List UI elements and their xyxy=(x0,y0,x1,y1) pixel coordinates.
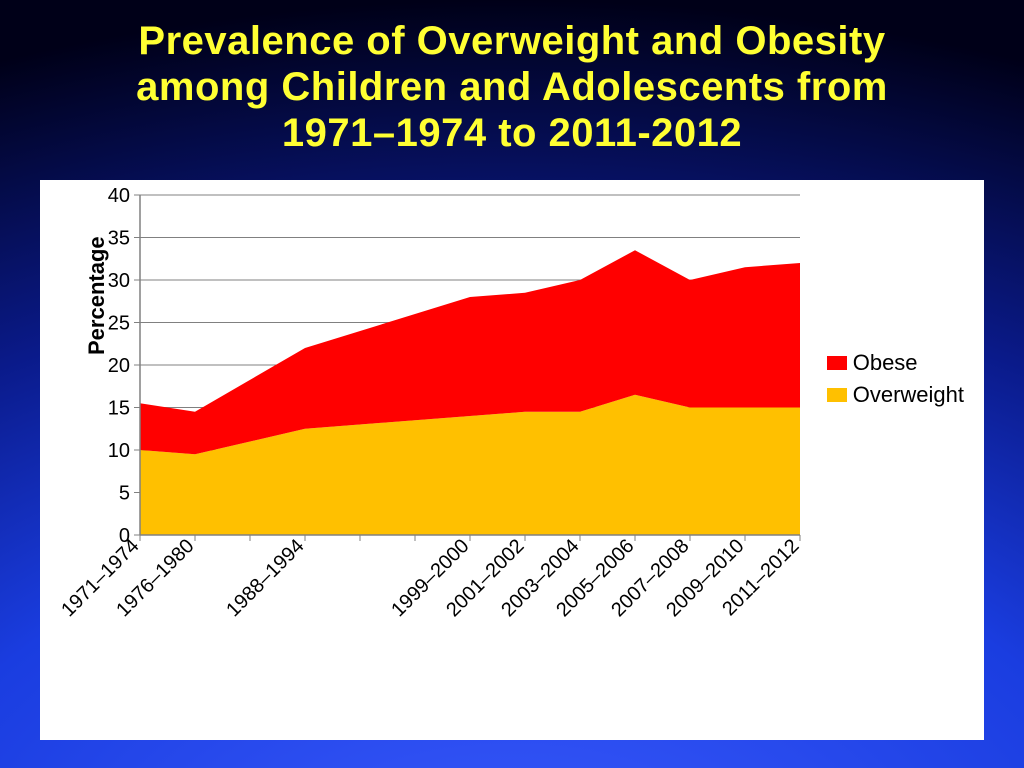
title-line-2: among Children and Adolescents from xyxy=(30,64,994,110)
svg-text:35: 35 xyxy=(108,228,130,250)
svg-text:15: 15 xyxy=(108,398,130,420)
title-line-3: 1971–1974 to 2011-2012 xyxy=(30,110,994,156)
legend-item-obese: Obese xyxy=(827,350,964,376)
y-axis-label: Percentage xyxy=(84,236,110,355)
legend-swatch-obese xyxy=(827,356,847,370)
legend-swatch-overweight xyxy=(827,388,847,402)
legend: Obese Overweight xyxy=(827,350,964,414)
svg-text:25: 25 xyxy=(108,313,130,335)
legend-label-overweight: Overweight xyxy=(853,382,964,408)
svg-text:10: 10 xyxy=(108,440,130,462)
svg-text:5: 5 xyxy=(119,483,130,505)
chart-panel: 05101520253035401971–19741976–19801988–1… xyxy=(40,180,984,740)
slide: Prevalence of Overweight and Obesity amo… xyxy=(0,0,1024,768)
area-chart: 05101520253035401971–19741976–19801988–1… xyxy=(40,180,984,740)
svg-text:40: 40 xyxy=(108,185,130,207)
legend-item-overweight: Overweight xyxy=(827,382,964,408)
svg-text:1988–1994: 1988–1994 xyxy=(222,535,308,621)
svg-text:30: 30 xyxy=(108,270,130,292)
title-line-1: Prevalence of Overweight and Obesity xyxy=(30,18,994,64)
svg-text:20: 20 xyxy=(108,355,130,377)
legend-label-obese: Obese xyxy=(853,350,918,376)
slide-title: Prevalence of Overweight and Obesity amo… xyxy=(0,0,1024,156)
